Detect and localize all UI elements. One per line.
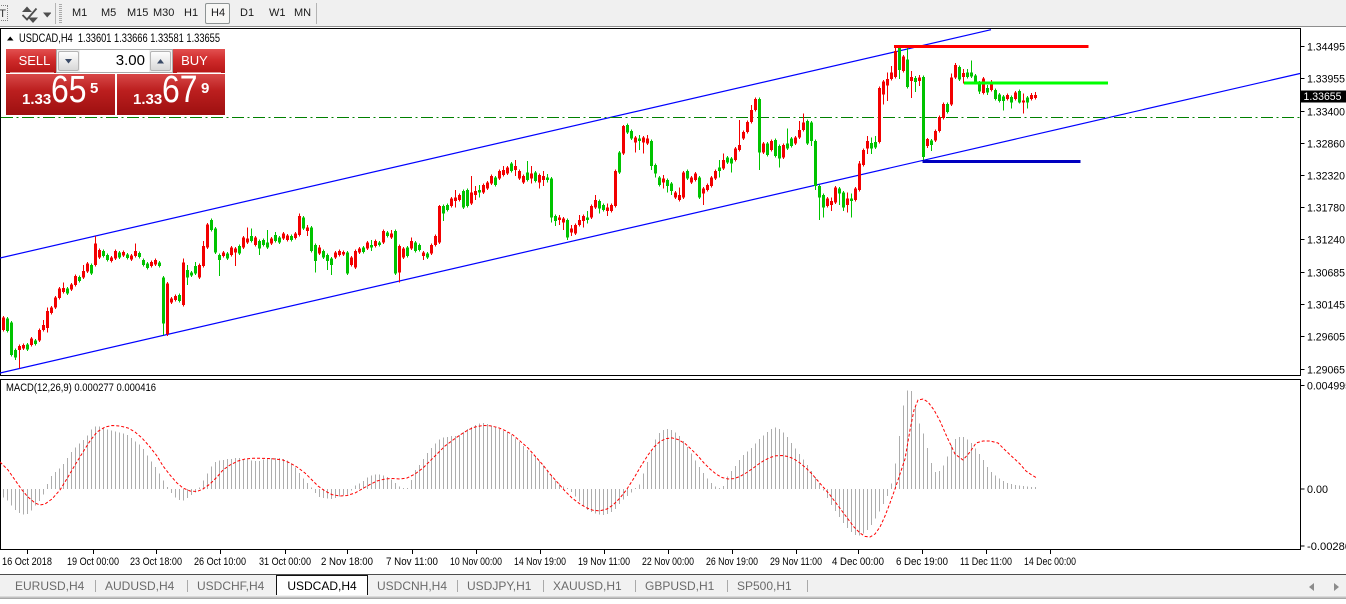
svg-text:16 Oct 2018: 16 Oct 2018 [2,556,52,568]
svg-text:11 Dec 11:00: 11 Dec 11:00 [960,556,1012,568]
svg-text:19 Nov 11:00: 19 Nov 11:00 [578,556,630,568]
svg-text:1.33655: 1.33655 [1304,91,1342,103]
svg-text:1.31240: 1.31240 [1307,234,1345,246]
svg-text:14 Dec 00:00: 14 Dec 00:00 [1024,556,1076,568]
svg-text:26 Oct 10:00: 26 Oct 10:00 [194,556,246,568]
svg-text:1.33400: 1.33400 [1307,106,1345,118]
svg-text:7 Nov 11:00: 7 Nov 11:00 [386,556,438,568]
svg-text:1.34495: 1.34495 [1307,42,1345,54]
svg-text:23 Oct 18:00: 23 Oct 18:00 [130,556,182,568]
svg-text:USDCAD,H4 1.33601 1.33666 1.3: USDCAD,H4 1.33601 1.33666 1.33581 1.3365… [19,31,220,45]
svg-text:31 Oct 00:00: 31 Oct 00:00 [259,556,311,568]
svg-text:1.29065: 1.29065 [1307,365,1345,377]
svg-text:1.30685: 1.30685 [1307,267,1345,279]
svg-text:-0.00286: -0.00286 [1307,541,1346,553]
svg-text:4 Dec 00:00: 4 Dec 00:00 [832,556,884,568]
svg-text:0.00: 0.00 [1307,484,1328,496]
svg-text:1.32320: 1.32320 [1307,170,1345,182]
svg-text:1.32860: 1.32860 [1307,138,1345,150]
svg-text:14 Nov 19:00: 14 Nov 19:00 [514,556,566,568]
svg-text:1.29605: 1.29605 [1307,331,1345,343]
svg-text:0.004995: 0.004995 [1307,381,1346,393]
svg-text:1.30145: 1.30145 [1307,299,1345,311]
svg-text:26 Nov 19:00: 26 Nov 19:00 [706,556,758,568]
svg-text:MACD(12,26,9) 0.000277 0.00041: MACD(12,26,9) 0.000277 0.000416 [6,382,156,394]
svg-text:10 Nov 00:00: 10 Nov 00:00 [450,556,502,568]
svg-text:2 Nov 18:00: 2 Nov 18:00 [321,556,373,568]
svg-text:6 Dec 19:00: 6 Dec 19:00 [896,556,948,568]
svg-text:1.31780: 1.31780 [1307,202,1345,214]
svg-text:1.33955: 1.33955 [1307,74,1345,86]
svg-text:22 Nov 00:00: 22 Nov 00:00 [642,556,694,568]
svg-text:19 Oct 00:00: 19 Oct 00:00 [67,556,119,568]
svg-text:29 Nov 11:00: 29 Nov 11:00 [770,556,822,568]
